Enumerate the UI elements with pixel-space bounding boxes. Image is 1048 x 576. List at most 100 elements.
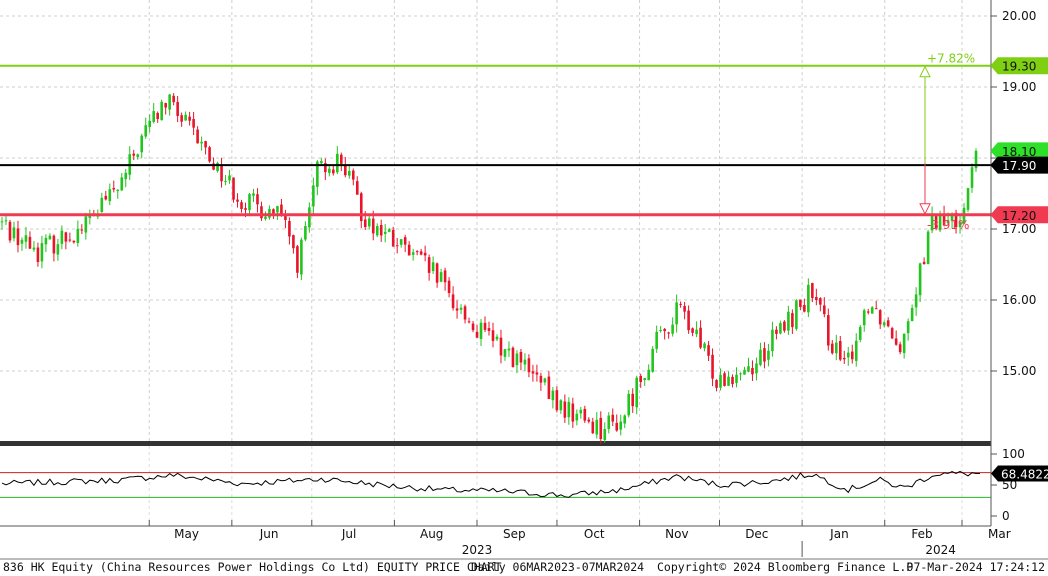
candle-body [575, 413, 579, 421]
candle-body [910, 308, 914, 321]
candle-body [52, 235, 56, 254]
candle-body [711, 354, 714, 379]
candle-body [252, 193, 255, 196]
candle-body [563, 401, 567, 418]
resistance-badge [990, 57, 1048, 75]
support-badge [990, 206, 1048, 224]
candle-body [890, 328, 894, 339]
candle-body [216, 162, 219, 172]
candle-body [811, 283, 814, 299]
candle-body [974, 150, 978, 169]
candle-body [902, 333, 906, 353]
candle-body [495, 336, 499, 340]
candle-body [168, 94, 171, 110]
year-label: 2024 [925, 543, 956, 557]
candle-body [264, 216, 267, 219]
candle-body [240, 202, 243, 210]
candle-body [870, 307, 874, 314]
candle-body [164, 103, 167, 108]
candle-body [599, 417, 603, 440]
price-tick-label: 19.00 [1002, 80, 1036, 94]
candle-body [208, 147, 211, 162]
candle-body [795, 300, 798, 329]
candle-body [439, 272, 443, 282]
candle-body [471, 323, 475, 331]
candle-body [463, 306, 467, 320]
candle-body [160, 101, 163, 121]
candle-body [607, 415, 611, 430]
candle-body [567, 401, 571, 418]
candle-body [799, 299, 802, 308]
candle-body [232, 177, 235, 200]
candle-body [838, 341, 842, 360]
candle-body [866, 311, 870, 313]
candle-body [667, 332, 670, 334]
price-tick-label: 16.00 [1002, 293, 1036, 307]
candle-body [4, 220, 8, 222]
candle-body [523, 359, 527, 365]
candle-body [196, 129, 199, 144]
candle-body [36, 247, 40, 262]
candlesticks [0, 93, 978, 444]
candle-body [551, 390, 555, 401]
candle-body [679, 303, 682, 305]
rsi-tick-label: 0 [1002, 509, 1010, 523]
candle-body [743, 369, 746, 375]
candle-body [527, 358, 531, 373]
candle-body [359, 193, 363, 222]
candle-body [136, 154, 140, 157]
candle-body [148, 120, 151, 128]
reference-badge-label: 17.90 [1002, 159, 1036, 173]
candle-body [834, 342, 838, 354]
candle-body [603, 429, 607, 440]
candle-body [132, 153, 136, 156]
candle-body [958, 221, 962, 228]
candle-body [355, 181, 359, 195]
candle-body [260, 206, 263, 219]
candle-body [483, 322, 487, 330]
candle-body [156, 113, 159, 120]
candle-body [755, 363, 758, 374]
candle-body [846, 352, 850, 358]
candle-body [854, 340, 858, 361]
candle-body [635, 377, 639, 408]
candle-body [20, 239, 24, 244]
candle-body [511, 347, 515, 367]
candle-body [236, 199, 239, 202]
candle-body [308, 207, 311, 228]
candle-body [639, 375, 642, 383]
candle-body [487, 328, 491, 331]
price-tick-label: 15.00 [1002, 364, 1036, 378]
candle-body [272, 209, 275, 214]
candle-body [651, 348, 654, 372]
candle-body [363, 219, 367, 228]
candle-body [579, 409, 583, 414]
candle-body [16, 228, 20, 246]
month-label: Dec [745, 527, 768, 541]
rsi-last-label: 68.4822 [1001, 468, 1048, 482]
candle-body [431, 262, 435, 272]
candle-body [180, 115, 183, 122]
rsi-indicator [0, 470, 991, 498]
month-label: May [174, 527, 199, 541]
candle-body [687, 310, 690, 331]
price-axis: 15.0016.0017.0018.0019.0020.0019.3018.10… [990, 9, 1048, 523]
candle-body [491, 330, 495, 341]
candle-body [56, 244, 60, 255]
candle-body [447, 280, 451, 294]
candle-body [531, 371, 535, 374]
candle-body [80, 229, 84, 231]
candle-body [351, 170, 355, 180]
candle-body [407, 244, 411, 256]
candle-body [671, 324, 674, 334]
panel-divider [0, 441, 991, 446]
rsi-tick-label: 100 [1002, 447, 1025, 461]
candle-body [228, 175, 231, 181]
candle-body [423, 252, 427, 256]
candle-body [779, 323, 782, 334]
candle-body [787, 311, 790, 331]
candle-body [807, 284, 810, 313]
candle-body [591, 421, 595, 434]
candle-body [312, 185, 315, 207]
candle-body [539, 375, 543, 383]
